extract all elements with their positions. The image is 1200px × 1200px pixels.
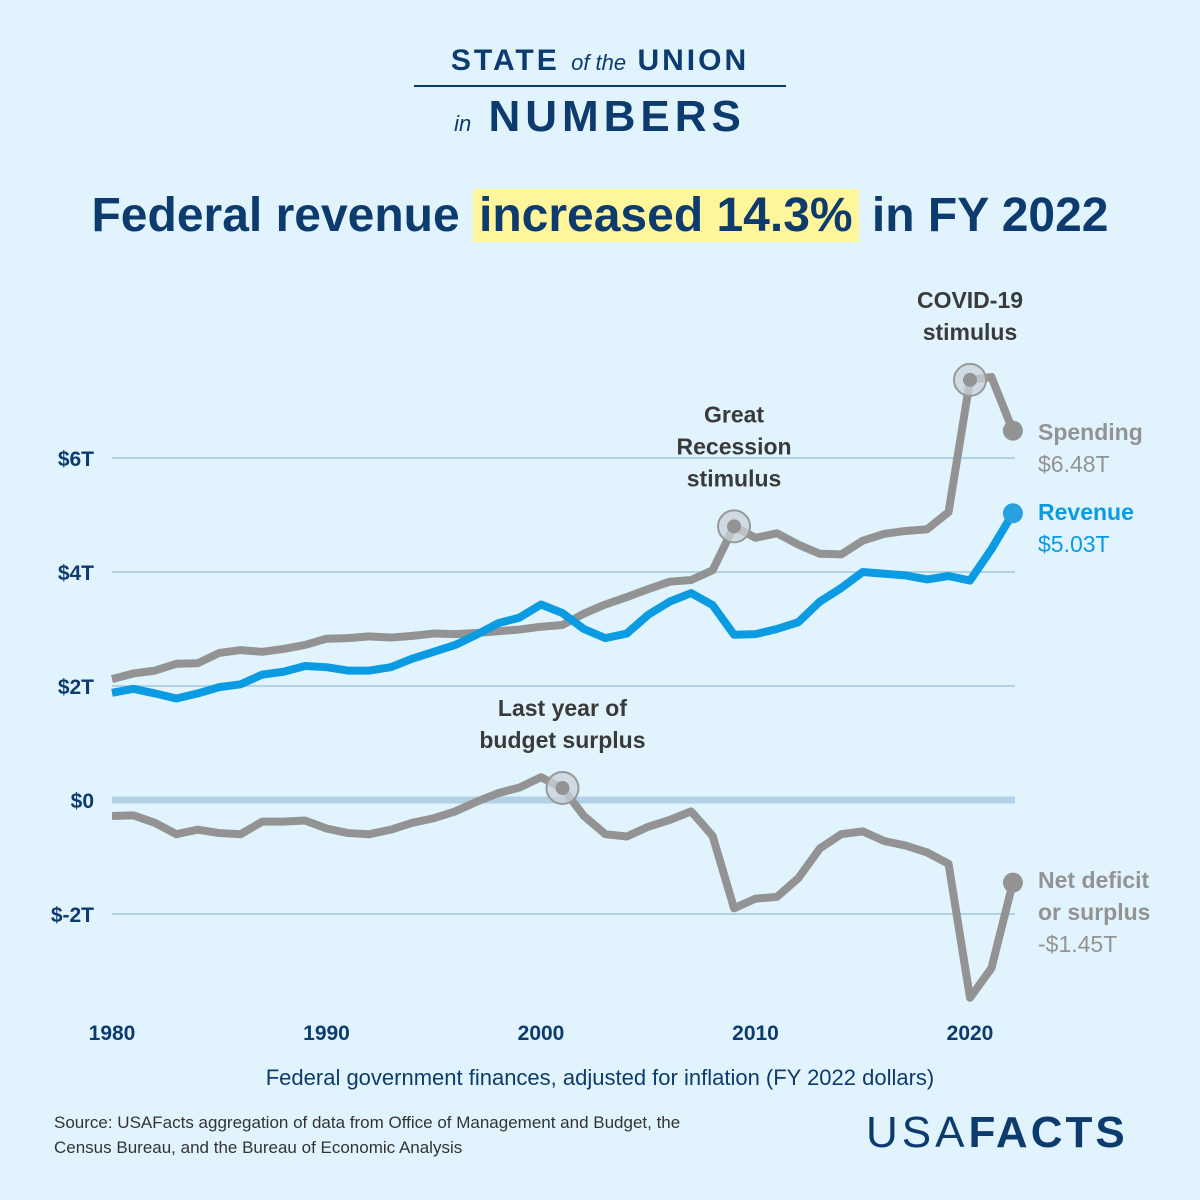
- x-tick-label: 2000: [518, 1022, 565, 1045]
- spending-line-end-point: [1002, 420, 1023, 441]
- header-in: in: [454, 111, 472, 136]
- deficit-label: Net deficit: [1038, 867, 1150, 893]
- x-tick-label: 2020: [947, 1022, 994, 1045]
- deficit-label-2: or surplus: [1038, 899, 1150, 925]
- x-axis-label: Federal government finances, adjusted fo…: [266, 1065, 935, 1090]
- x-tick-label: 1990: [303, 1022, 350, 1045]
- annotation-label: Great: [704, 401, 764, 427]
- annotation-label: stimulus: [687, 465, 782, 491]
- spending-line: [110, 373, 1017, 684]
- source-note: Source: USAFacts aggregation of data fro…: [54, 1113, 681, 1157]
- annotation-point: [963, 372, 977, 387]
- page-title: Federal revenue increased 14.3% in FY 20…: [0, 188, 1200, 243]
- revenue-label: Revenue: [1038, 499, 1134, 525]
- annotation-label: stimulus: [923, 319, 1018, 345]
- y-tick-label: $6T: [58, 448, 94, 471]
- x-tick-label: 1980: [89, 1022, 136, 1045]
- line-chart: $6T $4T $2T $0 $-2T 1980 1990 2000 2010 2020 Feder…: [51, 287, 1151, 1090]
- x-tick-label: 2010: [732, 1022, 779, 1045]
- annotation-label: COVID-19: [917, 287, 1023, 313]
- annotation-label: budget surplus: [479, 727, 645, 753]
- y-tick-label: $0: [71, 790, 94, 813]
- deficit-value: -$1.45T: [1038, 931, 1117, 957]
- header-union: UNION: [637, 44, 750, 77]
- header-of-the: of the: [571, 50, 627, 75]
- header-numbers: NUMBERS: [488, 92, 746, 141]
- annotation-point: [727, 519, 742, 534]
- header-state: STATE: [450, 44, 560, 77]
- deficit-line-end-point: [1002, 872, 1023, 893]
- title-highlight: increased 14.3%: [473, 189, 859, 242]
- annotation-point: [555, 781, 570, 796]
- revenue-line-end-point: [1002, 503, 1023, 524]
- y-tick-label: $-2T: [51, 904, 94, 927]
- annotation-label: Last year of: [498, 695, 627, 721]
- spending-value: $6.48T: [1038, 451, 1110, 477]
- y-tick-label: $4T: [58, 562, 94, 585]
- spending-label: Spending: [1038, 419, 1143, 445]
- deficit-line: [111, 773, 1017, 1002]
- annotation-label: Recession: [677, 433, 792, 459]
- title-post: in FY 2022: [858, 189, 1109, 242]
- header-divider: [414, 85, 786, 87]
- header-line-1: STATE of the UNION: [0, 44, 1200, 78]
- usafacts-logo: USAFACTS: [866, 1108, 1128, 1157]
- revenue-line: [111, 511, 1017, 703]
- header-line-2: in NUMBERS: [0, 92, 1200, 142]
- y-tick-label: $2T: [58, 676, 94, 699]
- revenue-value: $5.03T: [1038, 531, 1110, 557]
- title-pre: Federal revenue: [91, 189, 473, 242]
